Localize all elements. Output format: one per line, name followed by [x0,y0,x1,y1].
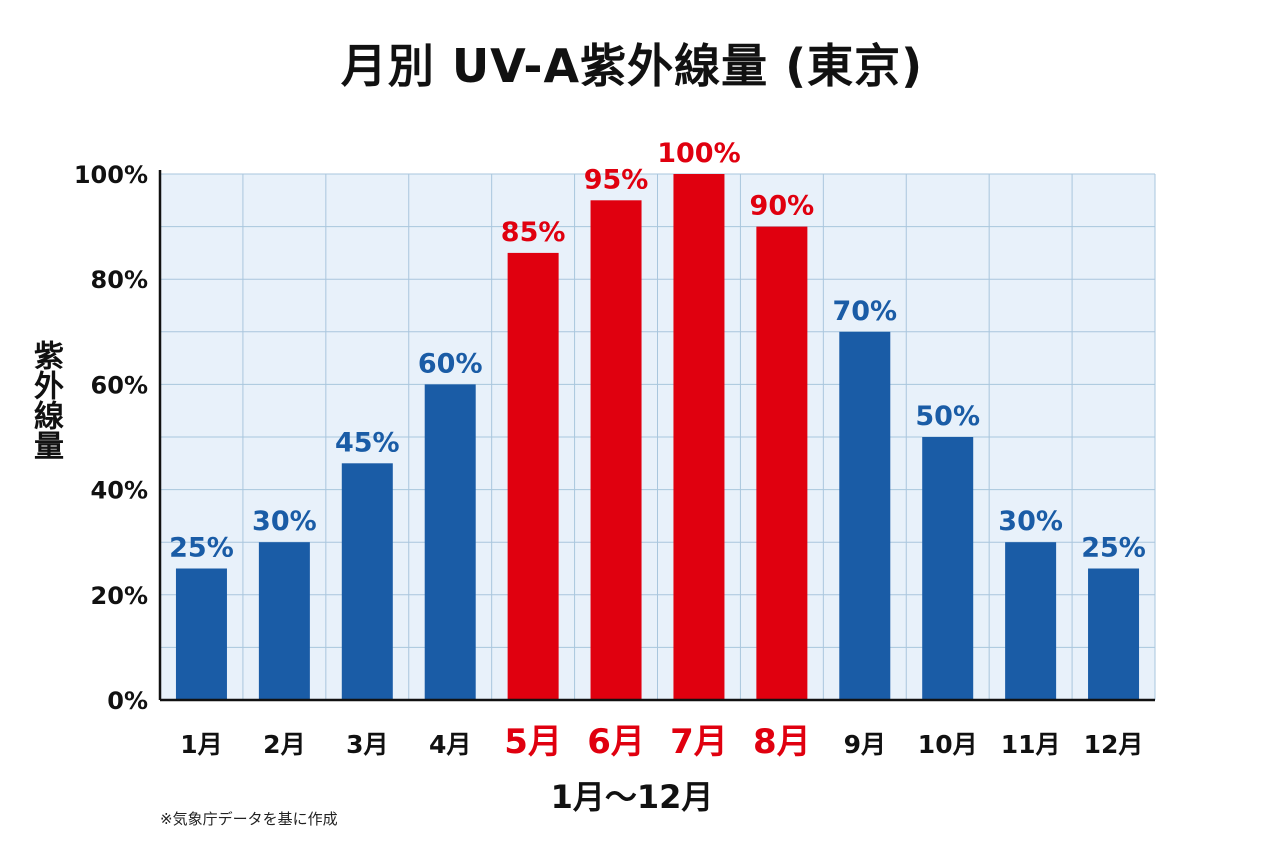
y-tick-label: 40% [91,477,148,505]
bar-11 [1005,542,1057,700]
x-tick-label: 4月 [429,730,471,759]
y-tick-label: 80% [91,266,148,294]
x-tick-labels: 1月 2月 3月 4月 5月 6月 7月 8月 9月 10月 11月 12月 [180,722,1143,762]
x-tick-label: 1月 [180,730,222,759]
bar-12 [1088,568,1140,700]
bar-value-label: 25% [169,533,234,564]
chart-title: 月別 UV-A紫外線量 (東京) [340,39,924,93]
y-tick-label: 100% [74,161,148,189]
bar-3 [341,463,393,700]
x-tick-label: 8月 [753,722,811,762]
bar-1 [175,568,227,700]
y-tick-label: 0% [107,687,148,715]
x-tick-label: 10月 [918,730,978,759]
bar-value-label: 50% [915,401,980,432]
bar-4 [424,384,476,700]
y-tick-label: 20% [91,582,148,610]
bar-7 [673,174,725,700]
bar-value-label: 30% [998,506,1063,537]
bar-value-label: 85% [501,217,566,248]
x-tick-label: 3月 [346,730,388,759]
bar-value-label: 30% [252,506,317,537]
x-tick-label: 12月 [1084,730,1144,759]
bars [175,174,1140,701]
x-tick-label: 2月 [263,730,305,759]
bar-value-label: 25% [1081,533,1146,564]
value-labels: 25% 30% 45% 60% 85% 95% 100% 90% 70% 50% 30% 25% [169,138,1146,564]
y-tick-labels: 0% 20% 40% 60% 80% 100% [74,161,148,715]
source-footnote: ※気象庁データを基に作成 [160,810,338,828]
bar-value-label: 60% [418,348,483,379]
bar-2 [258,542,310,700]
bar-value-label: 100% [657,138,740,169]
x-axis-label: 1月〜12月 [550,778,714,816]
x-tick-label: 7月 [670,722,728,762]
y-axis-label: 紫外線量 [28,340,63,460]
y-tick-label: 60% [91,371,148,399]
bar-value-label: 70% [832,296,897,327]
x-tick-label: 6月 [587,722,645,762]
x-tick-label: 9月 [844,730,886,759]
bar-9 [839,331,891,700]
bar-value-label: 95% [584,164,649,195]
bar-6 [590,200,642,701]
bar-value-label: 45% [335,427,400,458]
x-tick-label: 5月 [504,722,562,762]
bar-5 [507,252,559,700]
bar-10 [922,437,974,700]
bar-value-label: 90% [750,191,815,222]
axes [158,170,1155,702]
x-tick-label: 11月 [1001,730,1061,759]
bar-8 [756,226,808,700]
